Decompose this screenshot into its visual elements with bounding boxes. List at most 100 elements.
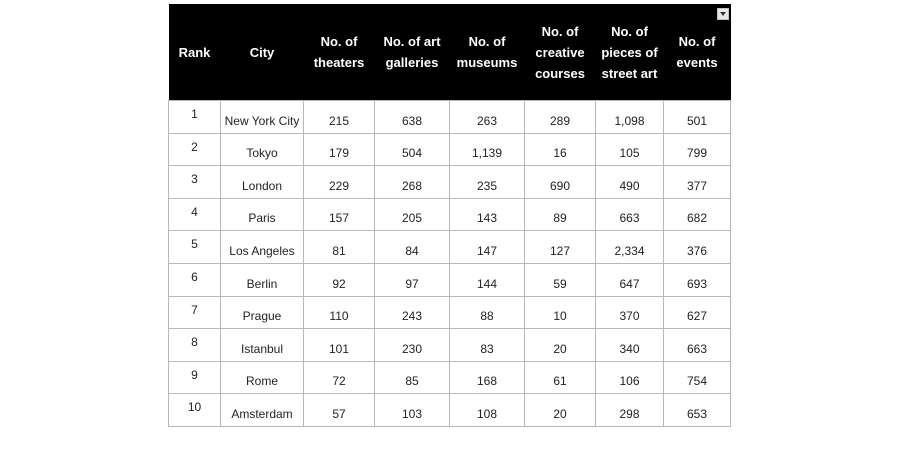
cell-rank: 4 <box>168 197 221 232</box>
cell-art-galleries: 97 <box>374 262 450 297</box>
cell-rank: 8 <box>168 328 221 362</box>
cell-events: 376 <box>663 230 731 264</box>
header-creative-courses: No. of creative courses <box>524 4 596 101</box>
cell-museums: 147 <box>449 230 525 264</box>
cell-creative-courses: 289 <box>524 100 596 134</box>
table-body: 1 New York City 215 638 263 289 1,098 501 2 Tokyo… <box>168 100 731 427</box>
cell-creative-courses: 61 <box>524 360 596 395</box>
cell-museums: 143 <box>449 197 525 232</box>
cell-art-galleries: 103 <box>374 393 450 427</box>
cell-events: 663 <box>663 328 731 362</box>
cell-street-art: 340 <box>595 328 664 362</box>
header-theaters: No. of theaters <box>303 4 375 101</box>
cell-museums: 263 <box>449 100 525 134</box>
cell-city: Istanbul <box>220 328 304 362</box>
cell-art-galleries: 243 <box>374 295 450 330</box>
header-rank: Rank <box>168 4 221 101</box>
cell-art-galleries: 85 <box>374 360 450 395</box>
chevron-down-icon[interactable] <box>716 8 729 20</box>
cell-city: Prague <box>220 295 304 330</box>
cell-art-galleries: 205 <box>374 197 450 232</box>
cell-rank: 2 <box>168 132 221 167</box>
cell-museums: 88 <box>449 295 525 330</box>
cell-city: Berlin <box>220 262 304 297</box>
cell-theaters: 81 <box>303 230 375 264</box>
cell-street-art: 1,098 <box>595 100 664 134</box>
cell-street-art: 663 <box>595 197 664 232</box>
cell-theaters: 92 <box>303 262 375 297</box>
cell-events: 377 <box>663 165 731 199</box>
cell-rank: 10 <box>168 393 221 427</box>
cell-rank: 5 <box>168 230 221 264</box>
cell-creative-courses: 127 <box>524 230 596 264</box>
table-row: 5 Los Angeles 81 84 147 127 2,334 376 <box>168 230 731 264</box>
cell-theaters: 179 <box>303 132 375 167</box>
header-events-label: No. of events <box>676 34 718 70</box>
cell-theaters: 110 <box>303 295 375 330</box>
table-row: 6 Berlin 92 97 144 59 647 693 <box>168 262 731 297</box>
cell-museums: 108 <box>449 393 525 427</box>
cell-rank: 3 <box>168 165 221 199</box>
cell-events: 501 <box>663 100 731 134</box>
table-header: Rank City No. of theaters No. of art gal… <box>168 4 731 101</box>
table-row: 7 Prague 110 243 88 10 370 627 <box>168 295 731 330</box>
cell-city: New York City <box>220 100 304 134</box>
cell-creative-courses: 20 <box>524 393 596 427</box>
cell-art-galleries: 84 <box>374 230 450 264</box>
cell-street-art: 490 <box>595 165 664 199</box>
cell-theaters: 157 <box>303 197 375 232</box>
cell-theaters: 215 <box>303 100 375 134</box>
header-events: No. of events <box>663 4 731 101</box>
cell-rank: 7 <box>168 295 221 330</box>
table-row: 9 Rome 72 85 168 61 106 754 <box>168 360 731 395</box>
cell-rank: 6 <box>168 262 221 297</box>
header-street-art: No. of pieces of street art <box>595 4 664 101</box>
cell-museums: 83 <box>449 328 525 362</box>
table-row: 8 Istanbul 101 230 83 20 340 663 <box>168 328 731 362</box>
cell-city: Los Angeles <box>220 230 304 264</box>
cell-creative-courses: 89 <box>524 197 596 232</box>
cell-art-galleries: 638 <box>374 100 450 134</box>
cell-creative-courses: 20 <box>524 328 596 362</box>
header-row: Rank City No. of theaters No. of art gal… <box>168 4 731 101</box>
cell-theaters: 229 <box>303 165 375 199</box>
city-culture-table-container: Rank City No. of theaters No. of art gal… <box>168 4 731 427</box>
cell-museums: 168 <box>449 360 525 395</box>
cell-art-galleries: 230 <box>374 328 450 362</box>
cell-city: Amsterdam <box>220 393 304 427</box>
cell-street-art: 298 <box>595 393 664 427</box>
cell-events: 682 <box>663 197 731 232</box>
cell-city: Tokyo <box>220 132 304 167</box>
table-row: 2 Tokyo 179 504 1,139 16 105 799 <box>168 132 731 167</box>
cell-events: 653 <box>663 393 731 427</box>
cell-city: London <box>220 165 304 199</box>
cell-creative-courses: 16 <box>524 132 596 167</box>
cell-events: 627 <box>663 295 731 330</box>
cell-theaters: 72 <box>303 360 375 395</box>
cell-city: Paris <box>220 197 304 232</box>
cell-city: Rome <box>220 360 304 395</box>
header-city: City <box>220 4 304 101</box>
cell-creative-courses: 59 <box>524 262 596 297</box>
cell-theaters: 57 <box>303 393 375 427</box>
cell-street-art: 370 <box>595 295 664 330</box>
cell-events: 693 <box>663 262 731 297</box>
cell-museums: 1,139 <box>449 132 525 167</box>
cell-theaters: 101 <box>303 328 375 362</box>
cell-street-art: 647 <box>595 262 664 297</box>
cell-street-art: 2,334 <box>595 230 664 264</box>
cell-art-galleries: 504 <box>374 132 450 167</box>
cell-creative-courses: 10 <box>524 295 596 330</box>
cell-art-galleries: 268 <box>374 165 450 199</box>
cell-events: 799 <box>663 132 731 167</box>
cell-street-art: 106 <box>595 360 664 395</box>
header-museums: No. of museums <box>449 4 525 101</box>
table-row: 4 Paris 157 205 143 89 663 682 <box>168 197 731 232</box>
cell-street-art: 105 <box>595 132 664 167</box>
cell-museums: 144 <box>449 262 525 297</box>
cell-creative-courses: 690 <box>524 165 596 199</box>
cell-rank: 1 <box>168 100 221 134</box>
table-row: 1 New York City 215 638 263 289 1,098 501 <box>168 100 731 134</box>
cell-museums: 235 <box>449 165 525 199</box>
cell-rank: 9 <box>168 360 221 395</box>
